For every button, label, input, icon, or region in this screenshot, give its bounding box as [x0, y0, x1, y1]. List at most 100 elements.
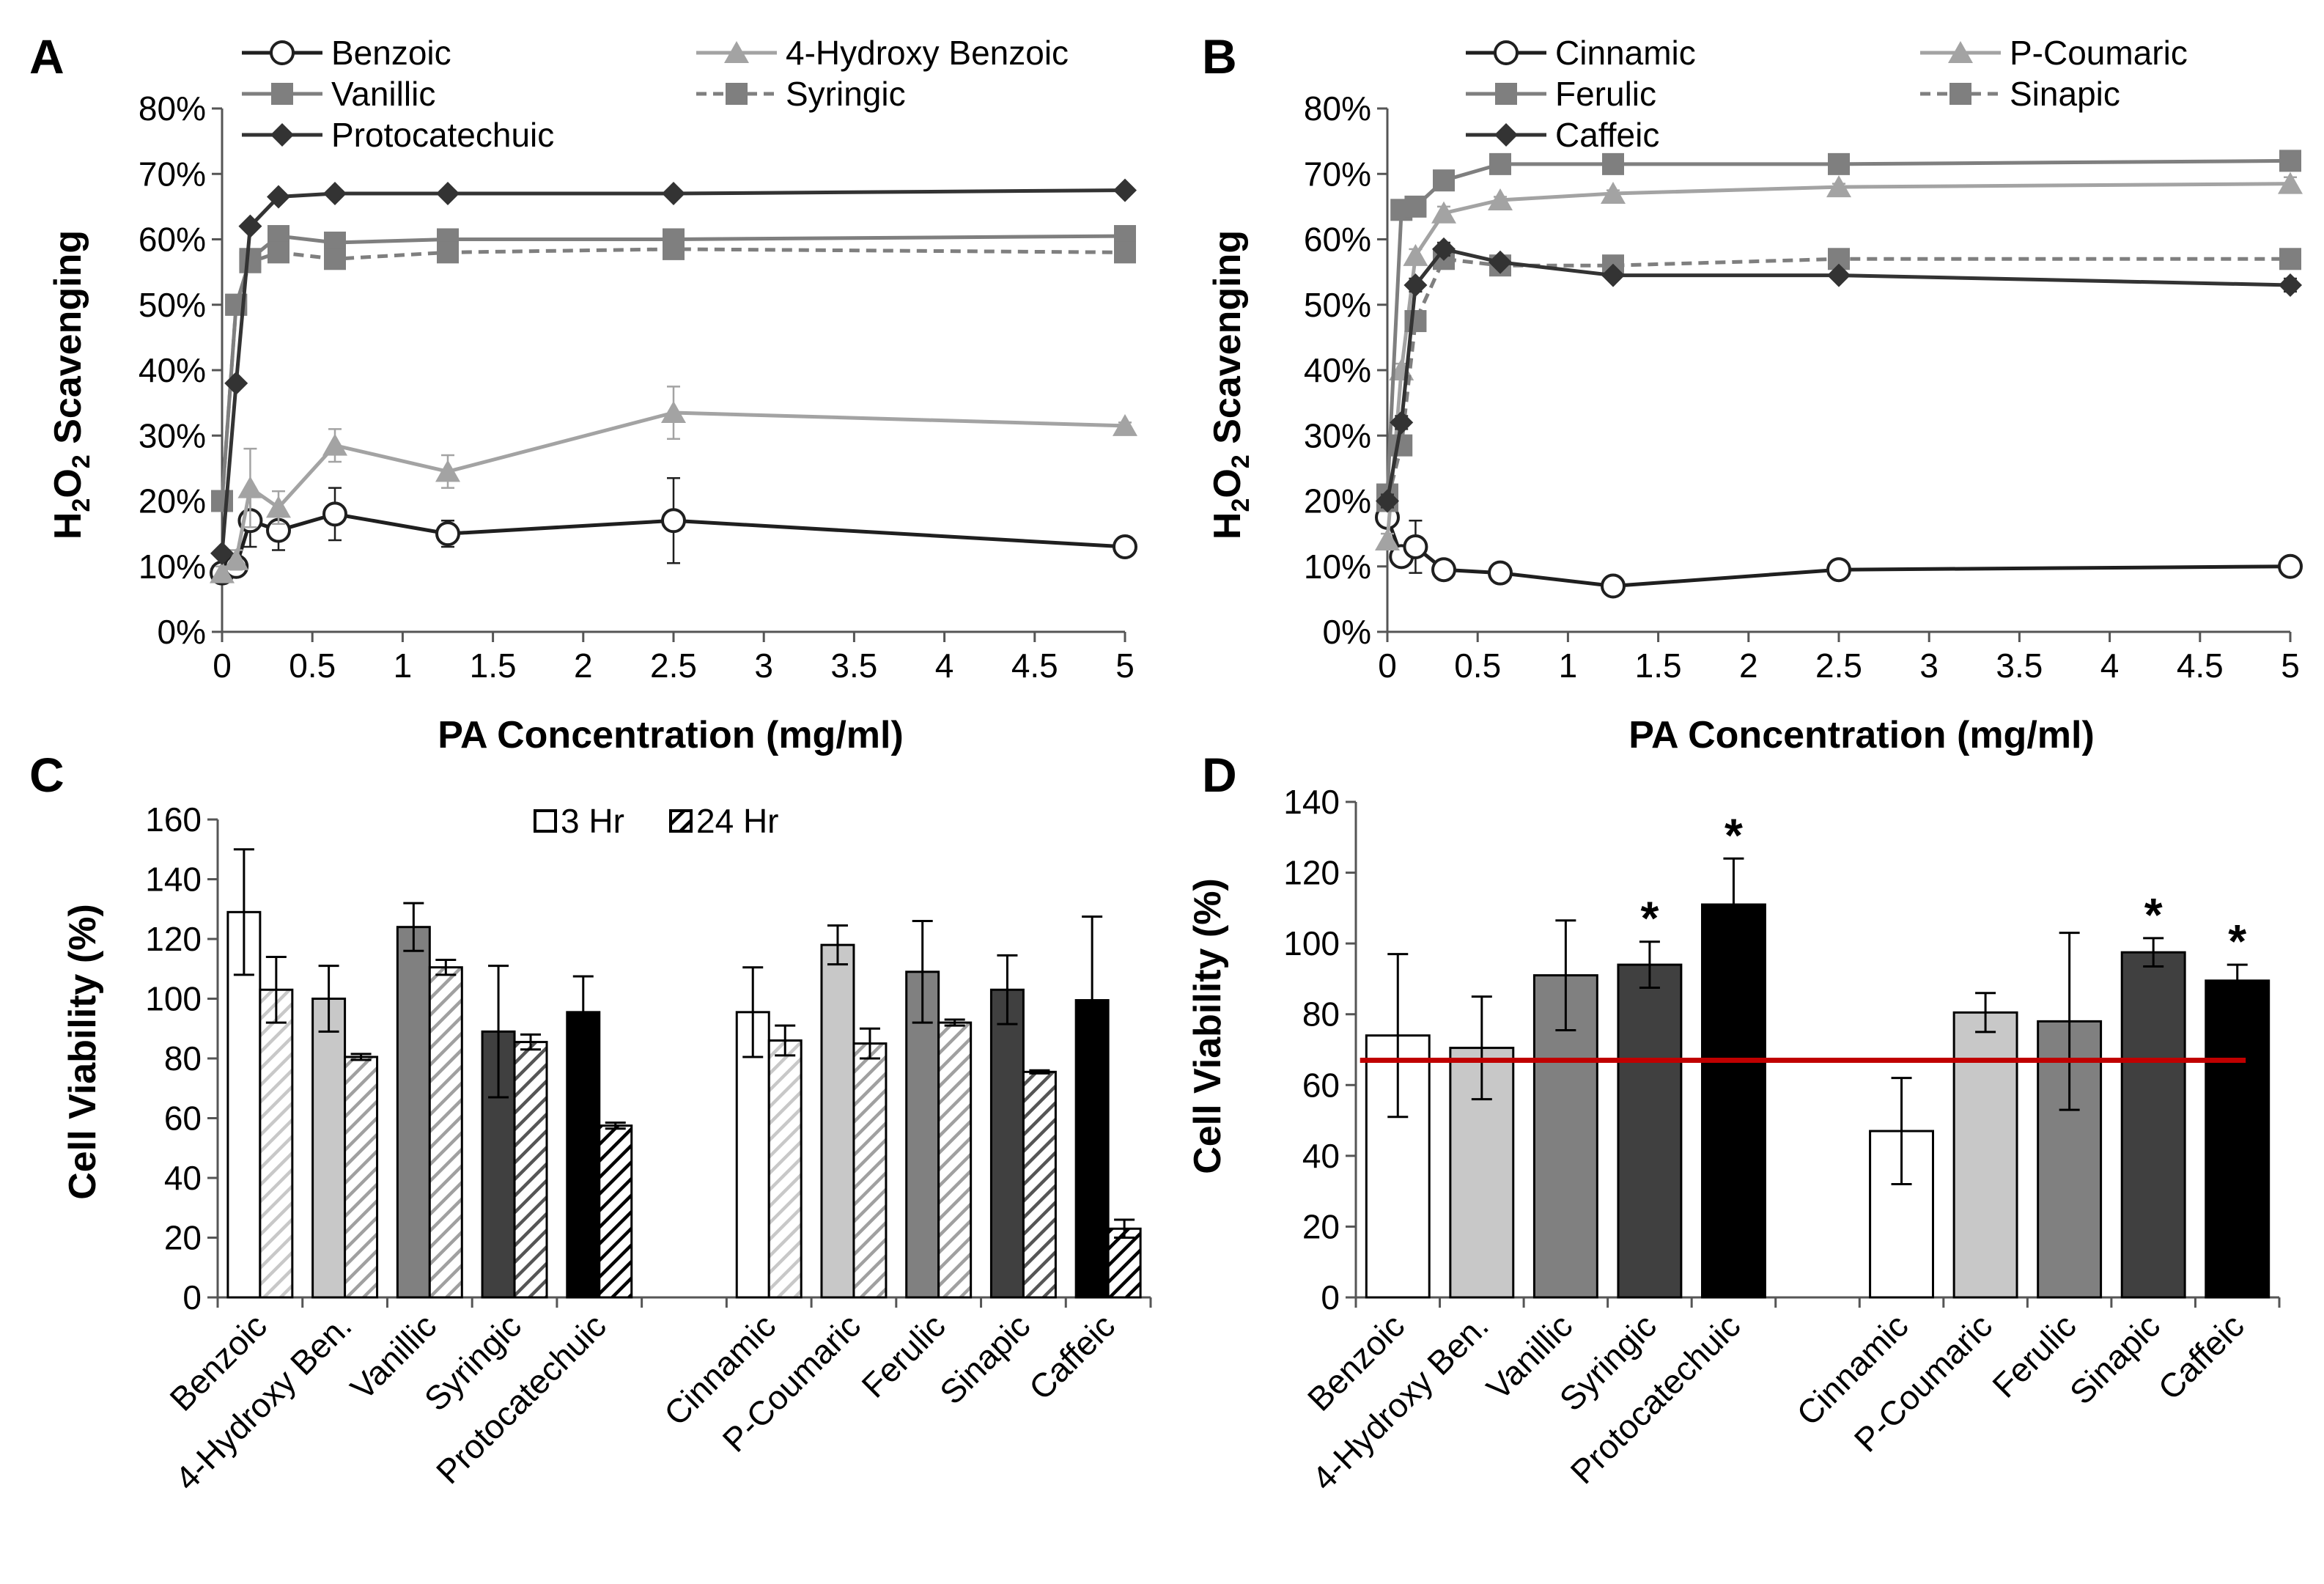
- data-point: [1433, 169, 1455, 192]
- legend-label: Caffeic: [1555, 116, 1659, 154]
- y-tick-label: 140: [145, 861, 202, 899]
- y-tick-label: 40: [1302, 1137, 1340, 1175]
- y-tick-label: 80%: [139, 89, 206, 128]
- y-tick-label: 0%: [1323, 613, 1371, 651]
- chart-panel-b: PA Concentration (mg/ml) H2O2 Scavenging…: [1206, 34, 2303, 756]
- data-point: [266, 496, 291, 518]
- x-tick-label: 4.5: [2177, 647, 2224, 685]
- data-point: [1826, 175, 1851, 198]
- bar-3hr-benzoic: [226, 910, 262, 1299]
- legend: 3 Hr 24 Hr: [534, 802, 778, 840]
- y-tick-label: 10%: [1304, 548, 1371, 586]
- data-point: [211, 490, 233, 512]
- y-tick-label: 20%: [139, 482, 206, 520]
- data-point: [1488, 560, 1513, 586]
- data-point: [1114, 241, 1136, 264]
- legend-label: Sinapic: [2010, 75, 2120, 113]
- series-line-p-coumaric: [1385, 182, 2291, 541]
- data-point: [323, 182, 347, 206]
- x-tick-label: 1: [394, 647, 413, 685]
- bar-3hr-protocatechuic: [566, 1011, 601, 1299]
- legend-label: 4-Hydroxy Benzoic: [786, 34, 1069, 72]
- legend-marker-4-hydroxy-benzoic: [724, 41, 749, 63]
- legend-label: Cinnamic: [1555, 34, 1696, 72]
- data-point: [435, 460, 460, 482]
- legend: Benzoic 4-Hydroxy Benzoic Vanillic Syrin…: [242, 34, 1069, 154]
- significance-marker: *: [2144, 888, 2163, 941]
- y-tick-label: 160: [145, 800, 202, 839]
- data-point: [322, 501, 347, 527]
- data-point: [1375, 528, 1400, 551]
- x-tick-label: 0.5: [1454, 647, 1501, 685]
- data-point: [324, 248, 346, 270]
- data-point: [239, 251, 262, 273]
- bar-24hr-ferulic: [937, 1021, 973, 1299]
- x-tick-label: 5: [2281, 647, 2300, 685]
- data-point: [1432, 237, 1456, 261]
- x-tick-label: 0: [1378, 647, 1397, 685]
- series-protocatechuic: [210, 178, 1137, 565]
- data-point: [268, 241, 289, 264]
- y-tick-label: 60%: [1304, 221, 1371, 259]
- y-tick-label: 60%: [139, 221, 206, 259]
- legend: Cinnamic P-Coumaric Ferulic Sinapic Caff…: [1466, 34, 2188, 154]
- legend-label: Vanillic: [331, 75, 435, 113]
- y-tick-label: 100: [1283, 924, 1340, 962]
- data-point: [662, 182, 685, 206]
- data-point: [1376, 489, 1399, 513]
- series-line-caffeic: [1385, 247, 2291, 501]
- y-tick-label: 30%: [139, 416, 206, 454]
- y-tick-label: 80%: [1304, 89, 1371, 128]
- y-tick-label: 60: [164, 1099, 202, 1138]
- legend-label: Benzoic: [331, 34, 451, 72]
- y-tick-label: 40: [164, 1159, 202, 1197]
- x-tick-label: 5: [1115, 647, 1135, 685]
- x-tick-label: 3.5: [830, 647, 877, 685]
- y-tick-label: 120: [145, 920, 202, 958]
- y-tick-label: 50%: [1304, 286, 1371, 324]
- x-axis-title: PA Concentration (mg/ml): [438, 714, 904, 756]
- x-tick-label: 2.5: [650, 647, 697, 685]
- series-syringic: [211, 237, 1136, 512]
- data-point: [1489, 152, 1511, 175]
- data-point: [238, 214, 262, 238]
- data-point: [1113, 413, 1137, 436]
- legend-marker-vanillic: [271, 83, 293, 105]
- bar-3hr-vanillic: [396, 926, 431, 1299]
- y-tick-label: 120: [1283, 854, 1340, 892]
- y-tick-label: 60: [1302, 1066, 1340, 1104]
- data-point: [2279, 273, 2302, 297]
- data-point: [1601, 263, 1625, 287]
- y-tick-label: 70%: [139, 155, 206, 193]
- legend-marker-p-coumaric: [1948, 41, 1973, 63]
- legend-marker-ferulic: [1495, 83, 1517, 105]
- legend-swatch-3hr: [534, 809, 557, 833]
- legend-label: 3 Hr: [561, 802, 624, 840]
- legend-marker-protocatechuic: [270, 123, 294, 147]
- bar-24hr-p-coumaric: [852, 1042, 888, 1299]
- series-cinnamic: [1375, 504, 2303, 599]
- data-point: [437, 241, 459, 264]
- bar-24hr-sinapic: [1022, 1070, 1057, 1299]
- data-point: [1403, 273, 1428, 297]
- legend-label: P-Coumaric: [2010, 34, 2188, 72]
- data-point: [1602, 152, 1624, 175]
- panel-letter-d: D: [1202, 748, 1237, 802]
- bar-24hr-syringic: [513, 1041, 548, 1299]
- data-point: [1113, 534, 1137, 559]
- x-tick-label: 3: [754, 647, 773, 685]
- y-axis-title: H2O2 Scavenging: [47, 230, 95, 539]
- bar-3hr-sinapic: [989, 988, 1025, 1299]
- bar-sinapic: [2120, 951, 2186, 1299]
- panel-letter-c: C: [29, 748, 64, 802]
- data-point: [661, 508, 686, 534]
- bar-24hr-caffeic: [1107, 1227, 1142, 1299]
- data-point: [2279, 150, 2301, 172]
- y-tick-label: 70%: [1304, 155, 1371, 193]
- data-point: [210, 561, 235, 583]
- data-point: [1403, 534, 1428, 559]
- y-axis-title: H2O2 Scavenging: [1206, 230, 1255, 539]
- series-ferulic: [1376, 150, 2301, 506]
- data-point: [224, 548, 249, 570]
